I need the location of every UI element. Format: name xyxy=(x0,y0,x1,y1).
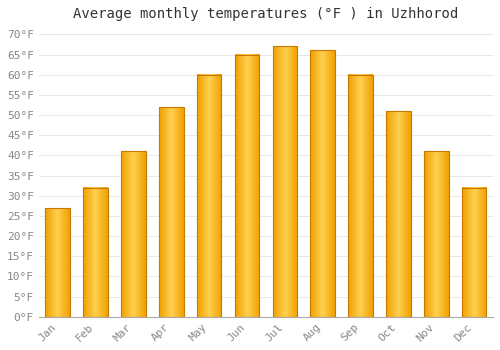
Bar xyxy=(46,208,70,317)
Bar xyxy=(424,151,448,317)
Bar xyxy=(121,151,146,317)
Bar xyxy=(386,111,410,317)
Bar xyxy=(84,188,108,317)
Bar xyxy=(159,107,184,317)
Bar xyxy=(197,75,222,317)
Bar xyxy=(348,75,373,317)
Bar xyxy=(234,55,260,317)
Bar xyxy=(272,47,297,317)
Title: Average monthly temperatures (°F ) in Uzhhorod: Average monthly temperatures (°F ) in Uz… xyxy=(74,7,458,21)
Bar xyxy=(310,50,335,317)
Bar xyxy=(462,188,486,317)
